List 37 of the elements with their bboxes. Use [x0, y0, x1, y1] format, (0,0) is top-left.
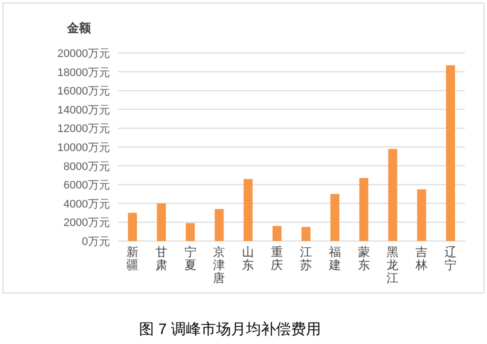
y-tick-label: 16000万元 — [57, 86, 110, 98]
bar — [301, 226, 310, 241]
bar — [330, 194, 340, 241]
x-tick-label: 宁夏 — [184, 245, 196, 272]
x-tick-label: 山东 — [242, 245, 254, 272]
bar — [388, 148, 398, 241]
y-tick-label: 18000万元 — [57, 66, 110, 79]
x-tick-label: 辽宁 — [444, 245, 457, 272]
bar — [244, 178, 253, 241]
x-tick-label: 蒙东 — [358, 245, 370, 272]
x-tick-label: 京津唐 — [213, 245, 226, 285]
y-tick-label: 14000万元 — [57, 104, 110, 116]
bar — [359, 178, 368, 241]
bar — [128, 212, 137, 241]
bar — [272, 226, 282, 241]
x-tick-label: 吉林 — [414, 245, 428, 272]
bar — [156, 203, 166, 241]
bar — [417, 189, 426, 241]
x-tick-label: 福建 — [328, 245, 341, 272]
x-tick-label: 黑龙江 — [386, 245, 399, 285]
x-tick-label: 新疆 — [126, 245, 138, 272]
y-tick-label: 12000万元 — [57, 123, 110, 136]
y-tick-label: 6000万元 — [64, 180, 110, 192]
y-tick-label: 8000万元 — [64, 160, 110, 173]
x-tick-label: 甘肃 — [155, 245, 168, 272]
x-tick-label: 江苏 — [300, 245, 312, 272]
y-tick-label: 2000万元 — [64, 217, 110, 230]
bar — [186, 223, 195, 241]
y-tick-label: 20000万元 — [57, 48, 110, 60]
y-tick-label: 4000万元 — [64, 198, 110, 210]
y-tick-label: 10000万元 — [57, 142, 110, 154]
y-tick-label: 0万元 — [82, 236, 110, 248]
y-axis-title: 金额 — [66, 21, 92, 35]
bar — [446, 65, 456, 241]
text: 图 7 调峰市场月均补偿费用 — [139, 321, 321, 338]
bar — [214, 209, 224, 241]
x-tick-label: 重庆 — [271, 245, 284, 272]
